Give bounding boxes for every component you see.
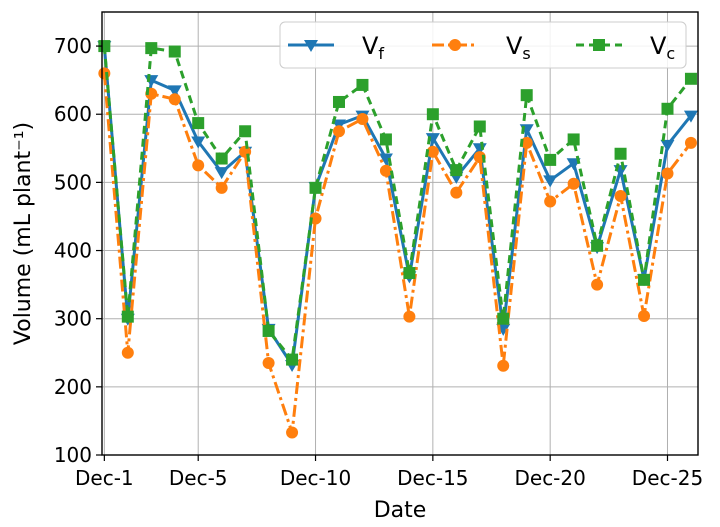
- series-s-point: [379, 164, 392, 177]
- y-axis-title: Volume (mL plant⁻¹): [11, 122, 36, 345]
- y-tick-label: 700: [54, 34, 92, 58]
- plot-frame: [101, 11, 699, 456]
- series-c: [98, 40, 697, 366]
- series-s-line: [102, 73, 693, 434]
- series-c-point: [591, 239, 604, 252]
- series-s-point: [332, 125, 345, 138]
- series-f-point: [425, 133, 440, 146]
- series-f-line: [102, 45, 693, 367]
- x-tick-label: Dec-25: [632, 466, 703, 490]
- x-tick-label: Dec-15: [397, 466, 468, 490]
- legend: Vf Vs Vc: [279, 21, 687, 69]
- series-c-point: [661, 102, 674, 115]
- series-c-point: [286, 353, 299, 366]
- series-c-point: [215, 152, 228, 165]
- legend-box: [279, 21, 687, 69]
- series-s-point: [262, 356, 275, 369]
- series-f-point: [683, 110, 698, 123]
- series-c-point: [426, 108, 439, 121]
- y-tick-label: 200: [54, 375, 92, 399]
- series-s-point: [450, 186, 463, 199]
- series-s-point: [192, 159, 205, 172]
- series-s-point: [356, 113, 369, 126]
- legend-label-subscript: s: [522, 44, 530, 63]
- y-tick-label: 500: [54, 170, 92, 194]
- series-s-point: [638, 309, 651, 322]
- series-c-point: [192, 117, 205, 130]
- series-c-point: [168, 45, 181, 58]
- series-c-point: [614, 147, 627, 160]
- series-c-point: [684, 72, 697, 85]
- series-f-point: [660, 139, 675, 152]
- series-s-point: [684, 136, 697, 149]
- series-c-point: [567, 133, 580, 146]
- series-c-point: [356, 78, 369, 91]
- grid: [102, 12, 698, 456]
- series-s-point: [520, 136, 533, 149]
- legend-marker-s: [449, 39, 461, 51]
- x-tick-label: Dec-10: [280, 466, 351, 490]
- series-s-point: [544, 195, 557, 208]
- y-tick-label: 400: [54, 239, 92, 263]
- legend-label-main: V: [506, 32, 523, 60]
- series-f-point: [167, 85, 182, 98]
- series-s-point: [98, 67, 111, 80]
- y-tick-label: 600: [54, 102, 92, 126]
- legend-label-s: Vs: [506, 32, 531, 63]
- series-s-point: [215, 181, 228, 194]
- axis-ticks: 100 200 300 400 500 600 700 Dec-1 Dec-5 Dec-10 Dec…: [54, 34, 703, 490]
- series-s-point: [309, 212, 322, 225]
- series-s-point: [614, 190, 627, 203]
- x-tick-label: Dec-20: [514, 466, 585, 490]
- series-c-point: [239, 125, 252, 138]
- series-s-point: [426, 145, 439, 158]
- series-c-point: [450, 164, 463, 177]
- legend-label-subscript: c: [666, 44, 675, 63]
- series-c-point: [403, 267, 416, 280]
- x-tick-label: Dec-5: [169, 466, 228, 490]
- series-c-point: [638, 273, 651, 286]
- legend-label-subscript: f: [378, 44, 384, 63]
- series-c-line: [102, 45, 693, 362]
- series-s: [98, 67, 697, 439]
- legend-marker-c: [593, 39, 605, 51]
- series-c-point: [145, 42, 158, 55]
- series-s-point: [121, 346, 134, 359]
- series-s-point: [661, 167, 674, 180]
- series-c-point: [262, 324, 275, 337]
- series-s-point: [286, 426, 299, 439]
- series-c-point: [544, 153, 557, 166]
- series-c-point: [520, 89, 533, 102]
- legend-label-c: Vc: [650, 32, 675, 63]
- y-tick-label: 100: [54, 443, 92, 467]
- series-c-point: [379, 133, 392, 146]
- series-s-point: [403, 310, 416, 323]
- y-tick-label: 300: [54, 307, 92, 331]
- series-s-point: [168, 93, 181, 106]
- series-c-point: [121, 310, 134, 323]
- legend-label-main: V: [362, 32, 379, 60]
- series-c-point: [309, 181, 322, 194]
- series-f-point: [543, 175, 558, 188]
- series-s-point: [591, 278, 604, 291]
- legend-label-main: V: [650, 32, 667, 60]
- series-s-point: [567, 177, 580, 190]
- series-s-point: [497, 359, 510, 372]
- series-f-point: [378, 153, 393, 166]
- series-c-point: [497, 312, 510, 325]
- series-f-point: [214, 167, 229, 180]
- legend-label-f: Vf: [362, 32, 384, 63]
- series-c-point: [473, 120, 486, 133]
- x-tick-label: Dec-1: [75, 466, 134, 490]
- series-f-point: [191, 136, 206, 149]
- series-c-point: [332, 95, 345, 108]
- x-axis-title: Date: [374, 498, 427, 523]
- series-layer: [97, 40, 698, 439]
- legend-marker-f: [304, 40, 318, 52]
